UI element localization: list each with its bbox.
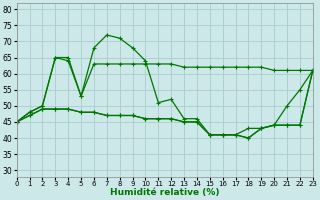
X-axis label: Humidité relative (%): Humidité relative (%) [110,188,220,197]
